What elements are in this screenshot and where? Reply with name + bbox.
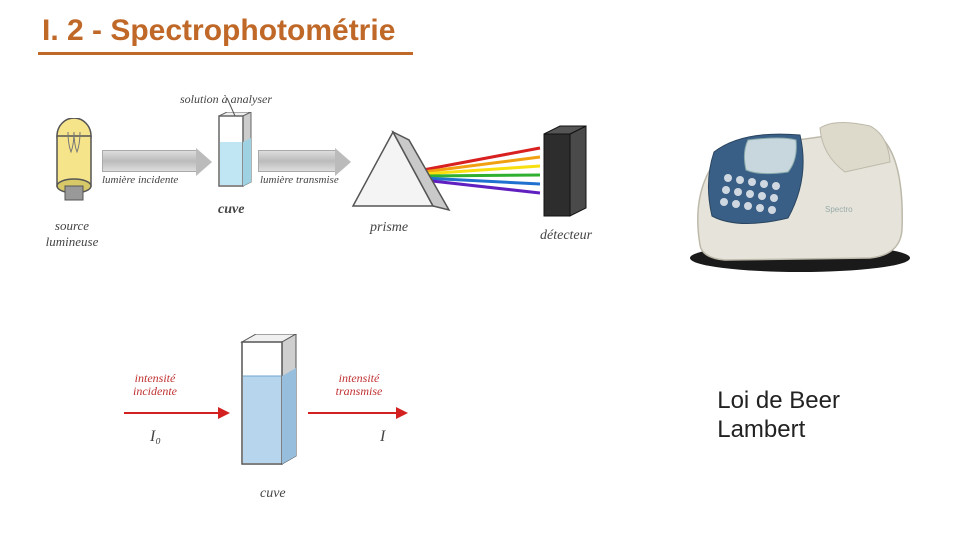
cuve-label: cuve bbox=[218, 202, 244, 218]
spectrophotometer-photo: Spectro bbox=[670, 90, 930, 290]
source-label: sourcelumineuse bbox=[32, 218, 112, 250]
prism-label: prisme bbox=[370, 220, 408, 236]
beer-lambert-diagram: intensitéincidente I₀ cuve intensitétran… bbox=[120, 330, 440, 520]
page-title: I. 2 - Spectrophotométrie bbox=[38, 14, 413, 55]
principle-diagram: sourcelumineuse lumière incidente soluti… bbox=[20, 100, 640, 300]
pointer-line bbox=[225, 96, 245, 120]
beer-lambert-law-text: Loi de BeerLambert bbox=[717, 387, 840, 445]
cuvette-bottom-icon bbox=[236, 334, 306, 484]
i-symbol: I bbox=[380, 428, 385, 446]
transmitted-arrow bbox=[308, 412, 398, 414]
transmitted-light-arrow bbox=[258, 150, 336, 172]
incident-arrow bbox=[124, 412, 220, 414]
incident-light-arrow bbox=[102, 150, 197, 172]
incident-light-label: lumière incidente bbox=[102, 174, 178, 186]
i0-symbol: I₀ bbox=[150, 428, 161, 446]
prism-icon bbox=[345, 128, 545, 233]
cuve-bottom-label: cuve bbox=[260, 486, 286, 502]
transmitted-light-label: lumière transmise bbox=[260, 174, 339, 186]
transmitted-intensity-label: intensitétransmise bbox=[324, 372, 394, 398]
cuvette-icon bbox=[215, 112, 255, 207]
detector-icon bbox=[540, 124, 595, 229]
incident-intensity-label: intensitéincidente bbox=[120, 372, 190, 398]
svg-text:Spectro: Spectro bbox=[825, 205, 853, 214]
detector-label: détecteur bbox=[540, 228, 592, 244]
light-source-icon bbox=[50, 118, 98, 213]
